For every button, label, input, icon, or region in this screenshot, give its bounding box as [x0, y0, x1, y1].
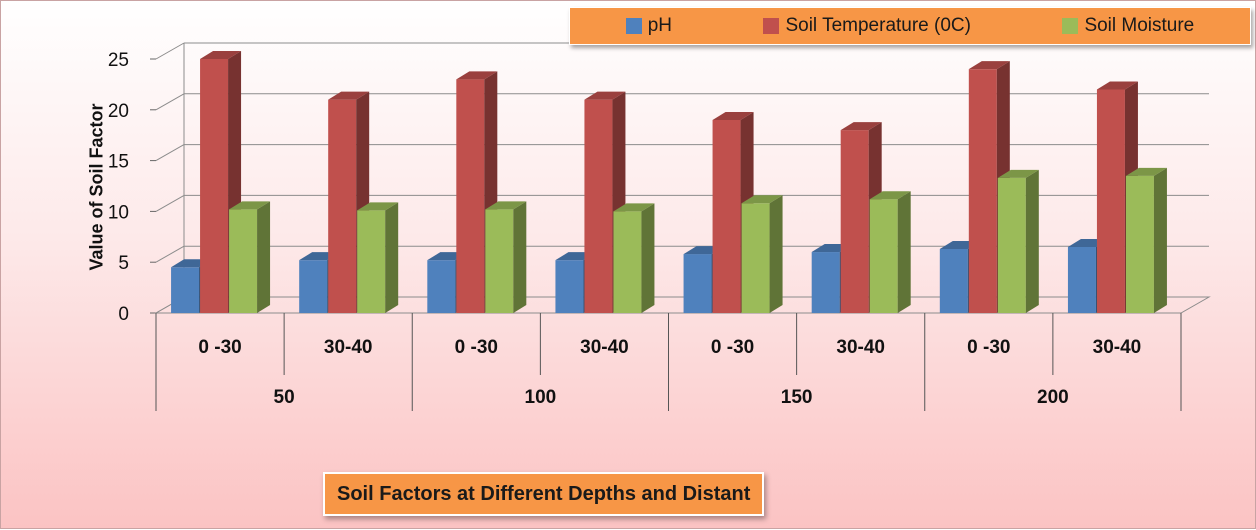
y-tick-label-5: 25 [108, 50, 129, 71]
x-group-label-2: 150 [781, 387, 813, 408]
depth-line-3 [155, 144, 185, 162]
bar-2-3-front [613, 211, 642, 313]
legend-swatch-soil-temperature [763, 18, 780, 34]
depth-line-1 [155, 245, 185, 263]
x-tick-label-5: 30-40 [836, 337, 885, 358]
bar-2-4-top [741, 195, 783, 204]
legend-item-ph: pH [625, 15, 673, 37]
bar-0-5-front [811, 252, 840, 313]
bar-1-3-top [584, 91, 626, 100]
bar-2-4-front [741, 203, 770, 313]
y-tick-label-4: 20 [108, 101, 129, 122]
bar-1-6-front [968, 69, 997, 313]
legend: pH Soil Temperature (0C) Soil Moisture [569, 7, 1251, 45]
y-tick-label-0: 0 [118, 304, 129, 325]
legend-label-soil-moisture: Soil Moisture [1084, 15, 1195, 36]
depth-line-4 [155, 93, 185, 111]
bar-2-5-side [897, 191, 911, 313]
bar-2-0-side [257, 201, 271, 313]
x-group-label-3: 200 [1037, 387, 1069, 408]
bar-0-7-front [1067, 246, 1096, 313]
bar-2-6-side [1025, 169, 1039, 313]
bar-0-4-front [683, 254, 712, 313]
bar-1-1-front [328, 99, 357, 313]
bar-2-0-top [229, 201, 271, 210]
bar-2-1-side [385, 202, 399, 313]
depth-line-2 [155, 194, 185, 212]
bar-0-2-front [427, 260, 456, 313]
bar-1-4-front [712, 119, 741, 314]
bar-2-7-side [1153, 167, 1167, 313]
bar-1-2-front [456, 79, 485, 313]
x-group-label-1: 100 [525, 387, 557, 408]
bar-2-2-top [485, 201, 527, 210]
bar-1-6-top [968, 61, 1010, 70]
bar-1-7-front [1096, 89, 1125, 313]
legend-swatch-ph [625, 18, 642, 34]
legend-swatch-soil-moisture [1062, 18, 1079, 34]
bar-2-6-front [997, 177, 1026, 313]
bar-1-5-top [840, 122, 882, 131]
bar-0-1-front [299, 260, 328, 313]
y-tick-label-1: 5 [118, 253, 129, 274]
x-tick-label-2: 0 -30 [455, 337, 498, 358]
bar-1-5-front [840, 130, 869, 313]
bar-2-1-top [357, 202, 399, 211]
x-tick-label-6: 0 -30 [967, 337, 1010, 358]
bar-2-3-side [641, 203, 655, 313]
bar-1-1-top [328, 91, 370, 100]
chart-title: Soil Factors at Different Depths and Dis… [323, 472, 765, 516]
bar-1-0-front [200, 59, 229, 313]
legend-item-soil-temperature: Soil Temperature (0C) [763, 15, 971, 37]
bar-2-4-side [769, 195, 783, 313]
bar-1-0-top [200, 51, 242, 59]
x-tick-label-1: 30-40 [324, 337, 373, 358]
x-tick-label-4: 0 -30 [711, 337, 754, 358]
bar-1-3-front [584, 99, 613, 313]
bar-0-6-front [939, 248, 968, 313]
bar-2-5-front [869, 199, 898, 313]
bar-2-3-top [613, 203, 655, 212]
y-axis-label: Value of Soil Factor [86, 103, 107, 271]
bar-1-2-top [456, 71, 498, 80]
bar-2-6-top [997, 169, 1039, 178]
y-tick-label-2: 10 [108, 202, 129, 223]
bar-2-2-front [485, 209, 514, 313]
x-tick-label-7: 30-40 [1093, 337, 1142, 358]
legend-item-soil-moisture: Soil Moisture [1062, 15, 1194, 37]
bar-2-0-front [229, 209, 258, 313]
x-tick-label-3: 30-40 [580, 337, 629, 358]
bar-2-1-front [357, 210, 386, 313]
x-group-label-0: 50 [274, 387, 295, 408]
depth-line-5 [155, 42, 185, 60]
bar-1-4-top [712, 111, 754, 120]
bar-2-7-front [1125, 175, 1154, 313]
legend-label-ph: pH [647, 15, 673, 36]
legend-label-soil-temperature: Soil Temperature (0C) [785, 15, 971, 36]
bar-2-7-top [1125, 167, 1167, 176]
bar-2-5-top [869, 191, 911, 200]
bar-1-7-top [1096, 81, 1138, 90]
y-tick-label-3: 15 [108, 152, 129, 173]
bar-0-0-front [171, 267, 200, 313]
bar-2-2-side [513, 201, 527, 313]
x-tick-label-0: 0 -30 [198, 337, 241, 358]
bar-0-3-front [555, 260, 584, 313]
